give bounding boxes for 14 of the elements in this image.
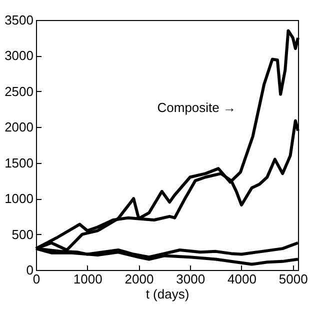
y-tick-label: 2000: [4, 120, 34, 135]
y-tick-label: 2500: [4, 84, 34, 99]
y-tick-label: 3500: [4, 12, 34, 28]
x-tick-label: 5000: [278, 272, 308, 286]
y-tick-label: 500: [12, 226, 34, 242]
x-tick-label: 1000: [73, 272, 102, 286]
annotation: Composite →: [157, 100, 236, 115]
y-tick-label: 1000: [4, 191, 34, 206]
y-tick-label: 3000: [4, 48, 34, 64]
x-tick-label: 2000: [124, 272, 154, 286]
x-axis-title: t (days): [146, 286, 190, 302]
x-tick-label: 4000: [228, 272, 256, 286]
y-tick-label: 1500: [4, 155, 34, 170]
x-tick-label: 3000: [176, 272, 206, 286]
